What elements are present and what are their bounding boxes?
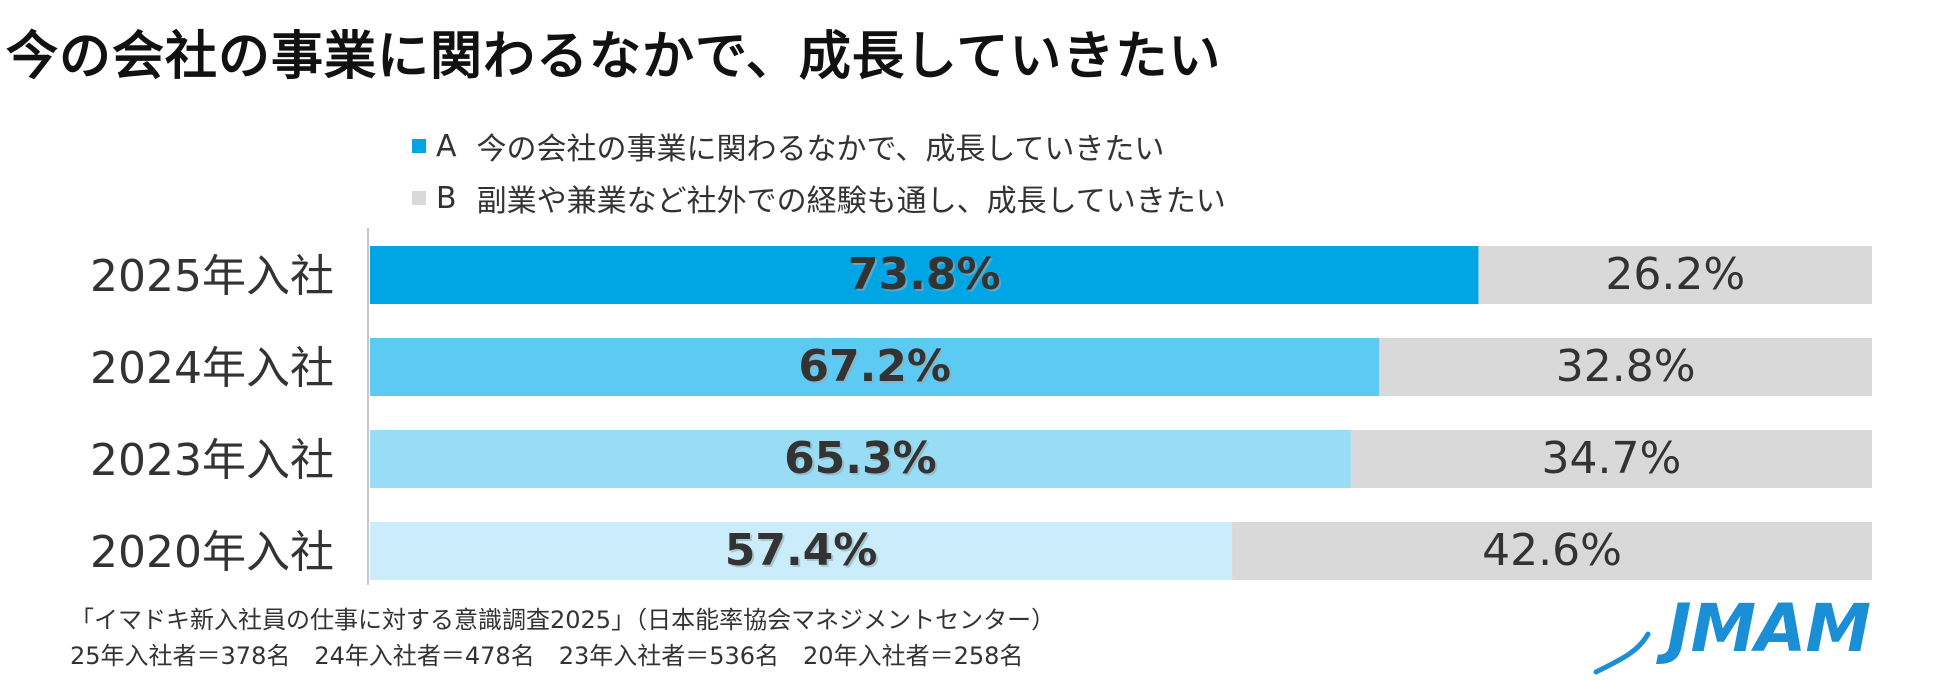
logo-swoosh-icon	[1593, 631, 1651, 675]
category-label: 2024年入社	[90, 343, 334, 394]
legend-swatch-a	[412, 139, 426, 153]
legend-swatch-b	[412, 191, 426, 205]
legend-item-b: B 副業や兼業など社外での経験も通し、成長していきたい	[412, 172, 1226, 224]
data-label-a-shadow: 65.3%	[786, 435, 939, 486]
category-label: 2023年入社	[90, 435, 334, 486]
jmam-logo: JMAM	[1590, 590, 1880, 680]
data-label-b: 34.7%	[1542, 433, 1682, 484]
legend-item-a: A 今の会社の事業に関わるなかで、成長していきたい	[412, 120, 1226, 172]
bar-segment-a	[370, 430, 1351, 488]
bar-segment-a	[370, 246, 1479, 304]
legend: A 今の会社の事業に関わるなかで、成長していきたい B 副業や兼業など社外での経…	[412, 120, 1226, 224]
chart-title: 今の会社の事業に関わるなかで、成長していきたい	[6, 27, 1222, 87]
data-label-a: 73.8%	[848, 249, 1001, 300]
bar-segment-b	[1478, 246, 1872, 304]
data-label-a: 67.2%	[798, 341, 951, 392]
data-label-a: 65.3%	[784, 433, 937, 484]
data-label-b: 26.2%	[1605, 249, 1745, 300]
category-label: 2020年入社	[90, 527, 334, 578]
bar-segment-b	[1232, 522, 1872, 580]
data-label-a-shadow: 57.4%	[727, 527, 880, 578]
stacked-bar-chart: 2025年入社 73.8%73.8% 26.2%2024年入社 67.2%67.2% 3…	[90, 228, 1872, 585]
category-label: 2025年入社	[90, 251, 334, 302]
logo-text: JMAM	[1667, 590, 1871, 667]
data-label-b: 32.8%	[1556, 341, 1696, 392]
legend-key-a: A	[436, 128, 457, 164]
data-label-a-shadow: 67.2%	[800, 343, 953, 394]
data-label-a: 57.4%	[725, 525, 878, 576]
bar-segment-a	[370, 338, 1380, 396]
data-label-b: 42.6%	[1482, 525, 1622, 576]
footnote-source: 「イマドキ新入社員の仕事に対する意識調査2025」（日本能率協会マネジメントセン…	[70, 606, 1056, 634]
legend-label-b: 副業や兼業など社外での経験も通し、成長していきたい	[476, 184, 1226, 219]
data-label-a-shadow: 73.8%	[850, 251, 1003, 302]
bar-segment-a	[370, 522, 1233, 580]
legend-label-a: 今の会社の事業に関わるなかで、成長していきたい	[476, 132, 1165, 167]
footnote-sample-sizes: 25年入社者＝378名 24年入社者＝478名 23年入社者＝536名 20年入…	[70, 642, 1024, 670]
bar-segment-b	[1379, 338, 1872, 396]
legend-key-b: B	[436, 180, 457, 216]
bar-segment-b	[1350, 430, 1872, 488]
